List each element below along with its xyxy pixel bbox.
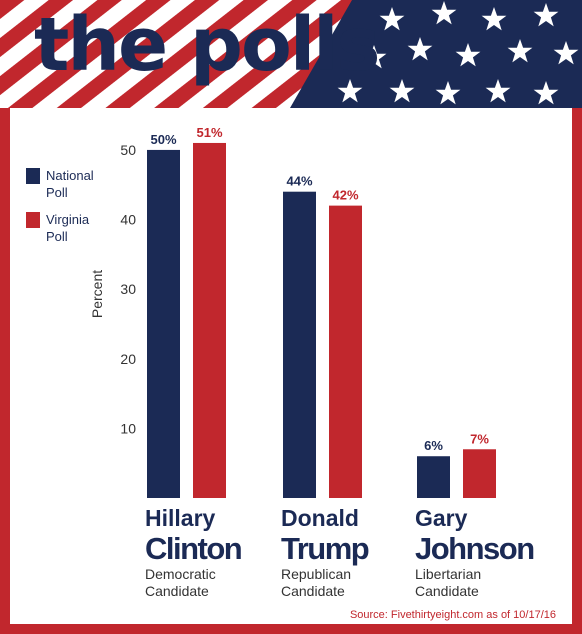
bar-value-label: 6% [424,438,443,453]
headline-title: the polls [34,2,381,88]
y-tick-label: 50 [120,142,136,158]
bar [147,149,180,498]
y-axis-title: Percent [89,270,105,318]
candidate-party: Republican [281,566,351,582]
candidate-last-name: Johnson [415,531,534,566]
candidate-party: Libertarian [415,566,481,582]
candidate-role: Candidate [145,583,209,599]
legend-swatch [26,212,40,228]
candidate-first-name: Gary [415,505,468,531]
bar [417,456,450,498]
bar-value-label: 7% [470,431,489,446]
candidate-first-name: Donald [281,505,359,531]
bar-value-label: 50% [150,132,176,147]
legend-label: Poll [46,185,68,200]
candidate-party: Democratic [145,566,216,582]
chart-panel: 10 20 30 40 50 Percent National Poll Virginia Pol… [10,108,572,624]
legend-label: National [46,168,94,183]
candidate-role: Candidate [281,583,345,599]
y-tick-label: 20 [120,351,136,367]
y-tick-label: 40 [120,212,136,228]
bar-value-label: 42% [332,188,358,203]
bar-value-label: 51% [196,125,222,140]
legend-label: Virginia [46,212,90,227]
bar [193,142,226,498]
y-tick-label: 10 [120,420,136,436]
bar-value-label: 44% [286,174,312,189]
bar [463,449,496,498]
candidate-first-name: Hillary [145,505,216,531]
y-tick-label: 30 [120,281,136,297]
legend-label: Poll [46,229,68,244]
candidate-role: Candidate [415,583,479,599]
legend-swatch [26,168,40,184]
source-note: Source: Fivethirtyeight.com as of 10/17/… [350,609,556,621]
bar [329,205,362,498]
bar [283,191,316,498]
candidate-last-name: Trump [281,531,369,566]
poll-chart: 10 20 30 40 50 Percent National Poll Virginia Pol… [26,125,556,621]
candidate-last-name: Clinton [145,531,242,566]
